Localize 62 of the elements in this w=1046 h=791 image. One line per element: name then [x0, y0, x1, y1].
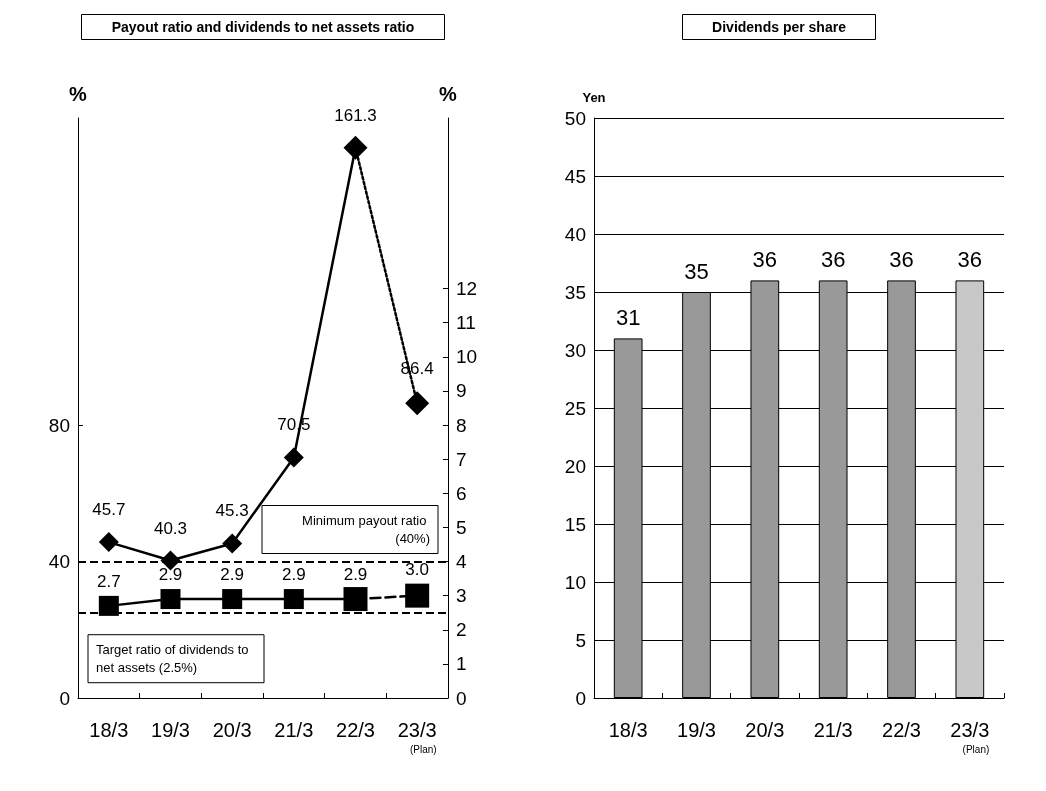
- data-label: 31: [615, 304, 641, 330]
- y-tick-label: 50: [564, 107, 586, 129]
- y2-tick-label: 10: [456, 346, 478, 368]
- data-label: 2.9: [220, 565, 244, 585]
- chart-title: Dividends per share: [712, 19, 847, 35]
- x-tick-label: 18/3: [608, 719, 648, 741]
- y-tick-label: 80: [48, 414, 70, 436]
- data-label: 2.9: [343, 565, 368, 585]
- y-tick-label: 40: [48, 551, 70, 573]
- y2-tick-label: 9: [456, 380, 467, 402]
- x-tick-label: 20/3: [745, 719, 785, 741]
- y-tick-label: 20: [564, 455, 586, 477]
- data-label: 45.3: [215, 501, 249, 521]
- data-label: 36: [957, 246, 983, 272]
- x-tick-label: 22/3: [336, 719, 375, 741]
- data-label: 45.7: [92, 500, 126, 520]
- x-tick-label: 23/3 (Plan): [950, 719, 990, 755]
- x-tick-label: 20/3: [212, 719, 252, 741]
- x-tick-label: 18/3: [89, 719, 129, 741]
- data-label: 36: [752, 246, 778, 272]
- x-tick-label: 19/3: [151, 719, 190, 741]
- data-label: 2.9: [282, 565, 306, 585]
- y-tick-label: 10: [564, 571, 586, 593]
- y-tick-label: 45: [564, 165, 586, 187]
- y2-tick-label: 1: [456, 653, 467, 675]
- y-tick-label: 15: [564, 513, 586, 535]
- data-label: 2.7: [97, 571, 121, 591]
- y-tick-label: 0: [575, 687, 586, 709]
- chart-title: Payout ratio and dividends to net assets ratio: [111, 19, 415, 35]
- y2-tick-label: 7: [456, 448, 467, 470]
- x-tick-label: 21/3: [274, 719, 314, 741]
- y2-tick-label: 3: [456, 585, 467, 607]
- data-label: 2.9: [158, 565, 183, 585]
- y-axis-title: Yen: [582, 90, 606, 105]
- y2-tick-label: 0: [456, 687, 467, 709]
- y-tick-label: 35: [564, 281, 586, 303]
- y2-tick-label: 11: [456, 312, 476, 334]
- y2-tick-label: 6: [456, 482, 467, 504]
- data-label: 40.3: [153, 518, 188, 538]
- y2-axis-title: %: [439, 83, 458, 105]
- data-label: 35: [684, 258, 709, 284]
- y-tick-label: 5: [575, 629, 586, 651]
- y-tick-label: 0: [59, 687, 70, 709]
- y-tick-label: 30: [564, 339, 586, 361]
- ref-line-label: Target ratio of dividends to net assets (2.5%): [96, 642, 253, 676]
- x-tick-label: 19/3: [677, 719, 716, 741]
- y2-tick-label: 5: [456, 516, 467, 538]
- y2-tick-label: 2: [456, 619, 467, 641]
- x-tick-label: 23/3 (Plan): [397, 719, 437, 755]
- y2-tick-label: 4: [456, 551, 467, 573]
- x-tick-label: 21/3: [813, 719, 853, 741]
- y-tick-label: 25: [564, 397, 586, 419]
- data-label: 3.0: [405, 559, 429, 579]
- ref-line-label: Minimum payout ratio (40%): [302, 513, 430, 547]
- y-tick-label: 40: [564, 223, 586, 245]
- data-label: 36: [820, 246, 846, 272]
- y2-tick-label: 12: [456, 278, 478, 300]
- x-tick-label: 22/3: [882, 719, 921, 741]
- data-label: 36: [889, 246, 914, 272]
- y2-tick-label: 8: [456, 414, 467, 436]
- data-label: 161.3: [334, 105, 377, 125]
- y-axis-title: %: [69, 83, 88, 105]
